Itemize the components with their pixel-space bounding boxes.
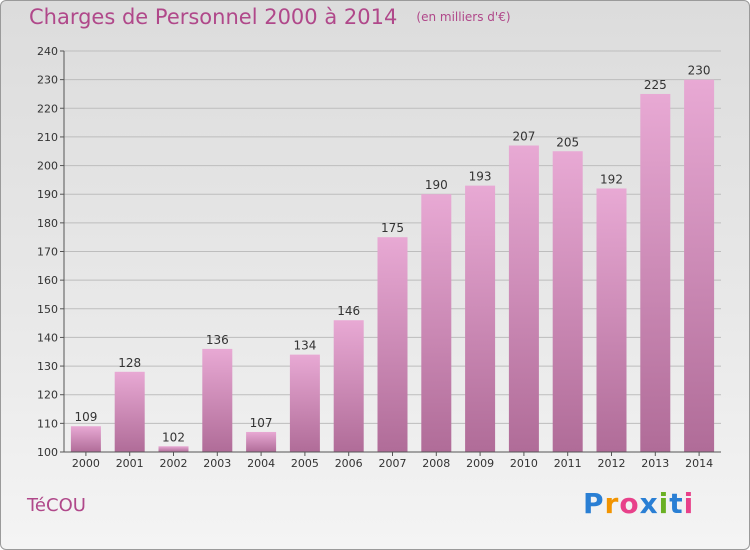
data-label: 109 [74, 410, 97, 424]
data-label: 107 [250, 416, 273, 430]
bar [114, 371, 145, 452]
y-tick-label: 180 [37, 217, 58, 230]
x-tick-label: 2004 [247, 457, 275, 470]
y-tick-label: 130 [37, 360, 58, 373]
y-tick-label: 220 [37, 102, 58, 115]
chart-subtitle: (en milliers d'€) [416, 10, 511, 24]
logo-letter: t [669, 487, 684, 520]
data-label: 205 [556, 135, 579, 149]
x-tick-label: 2006 [335, 457, 363, 470]
bar [465, 185, 496, 452]
bar [70, 426, 101, 452]
data-label: 192 [600, 172, 623, 186]
y-tick-label: 200 [37, 160, 58, 173]
x-tick-label: 2001 [116, 457, 144, 470]
bar [333, 320, 364, 452]
bar [246, 431, 277, 452]
y-tick-label: 160 [37, 274, 58, 287]
bar [377, 237, 408, 452]
x-tick-label: 2009 [466, 457, 494, 470]
x-tick-label: 2014 [685, 457, 713, 470]
axes: 100 110 120 130 140 150 160 170 180 190 200 210 220 2… [37, 45, 721, 470]
y-tick-label: 230 [37, 74, 58, 87]
data-label: 128 [118, 356, 141, 370]
chart-title: Charges de Personnel 2000 à 2014 [29, 5, 398, 29]
x-tick-label: 2005 [291, 457, 319, 470]
bar [596, 188, 627, 452]
x-tick-label: 2010 [510, 457, 538, 470]
data-label: 175 [381, 221, 404, 235]
city-name: TéCOU [27, 495, 86, 516]
data-label: 193 [469, 170, 492, 184]
y-tick-label: 210 [37, 131, 58, 144]
x-tick-label: 2011 [554, 457, 582, 470]
logo-letter: i [658, 487, 670, 520]
bar [684, 79, 715, 453]
y-tick-label: 100 [37, 446, 58, 459]
data-label: 230 [688, 64, 711, 78]
bar [158, 446, 189, 452]
bars: 109 128 102 136 107 134 146 175 190 193 207 205 192 2… [70, 64, 715, 453]
proxiti-logo: Proxiti [583, 487, 694, 520]
y-tick-label: 110 [37, 417, 58, 430]
x-tick-label: 2003 [203, 457, 231, 470]
x-tick-label: 2012 [598, 457, 626, 470]
x-tick-label: 2008 [422, 457, 450, 470]
data-label: 146 [337, 304, 360, 318]
data-label: 190 [425, 178, 448, 192]
bar [289, 354, 320, 452]
x-tick-label: 2002 [160, 457, 188, 470]
y-tick-label: 170 [37, 246, 58, 259]
bar [552, 151, 583, 452]
data-label: 134 [293, 339, 316, 353]
title-row: Charges de Personnel 2000 à 2014 (en mil… [29, 5, 511, 29]
x-tick-label: 2000 [72, 457, 100, 470]
bar [640, 93, 671, 452]
x-tick-label: 2007 [379, 457, 407, 470]
bar [508, 145, 539, 452]
data-label: 225 [644, 78, 667, 92]
y-tick-label: 150 [37, 303, 58, 316]
x-tick-label: 2013 [641, 457, 669, 470]
logo-letter: P [583, 487, 605, 520]
y-tick-label: 120 [37, 389, 58, 402]
data-label: 207 [512, 130, 535, 144]
y-tick-label: 240 [37, 45, 58, 58]
data-label: 136 [206, 333, 229, 347]
logo-letter: i [683, 487, 695, 520]
y-tick-label: 140 [37, 331, 58, 344]
logo-letter: o [619, 487, 640, 520]
bar [202, 348, 233, 452]
data-label: 102 [162, 430, 185, 444]
logo-letter: x [639, 487, 659, 520]
logo-letter: r [604, 487, 620, 520]
bar [421, 194, 452, 452]
y-tick-label: 190 [37, 188, 58, 201]
